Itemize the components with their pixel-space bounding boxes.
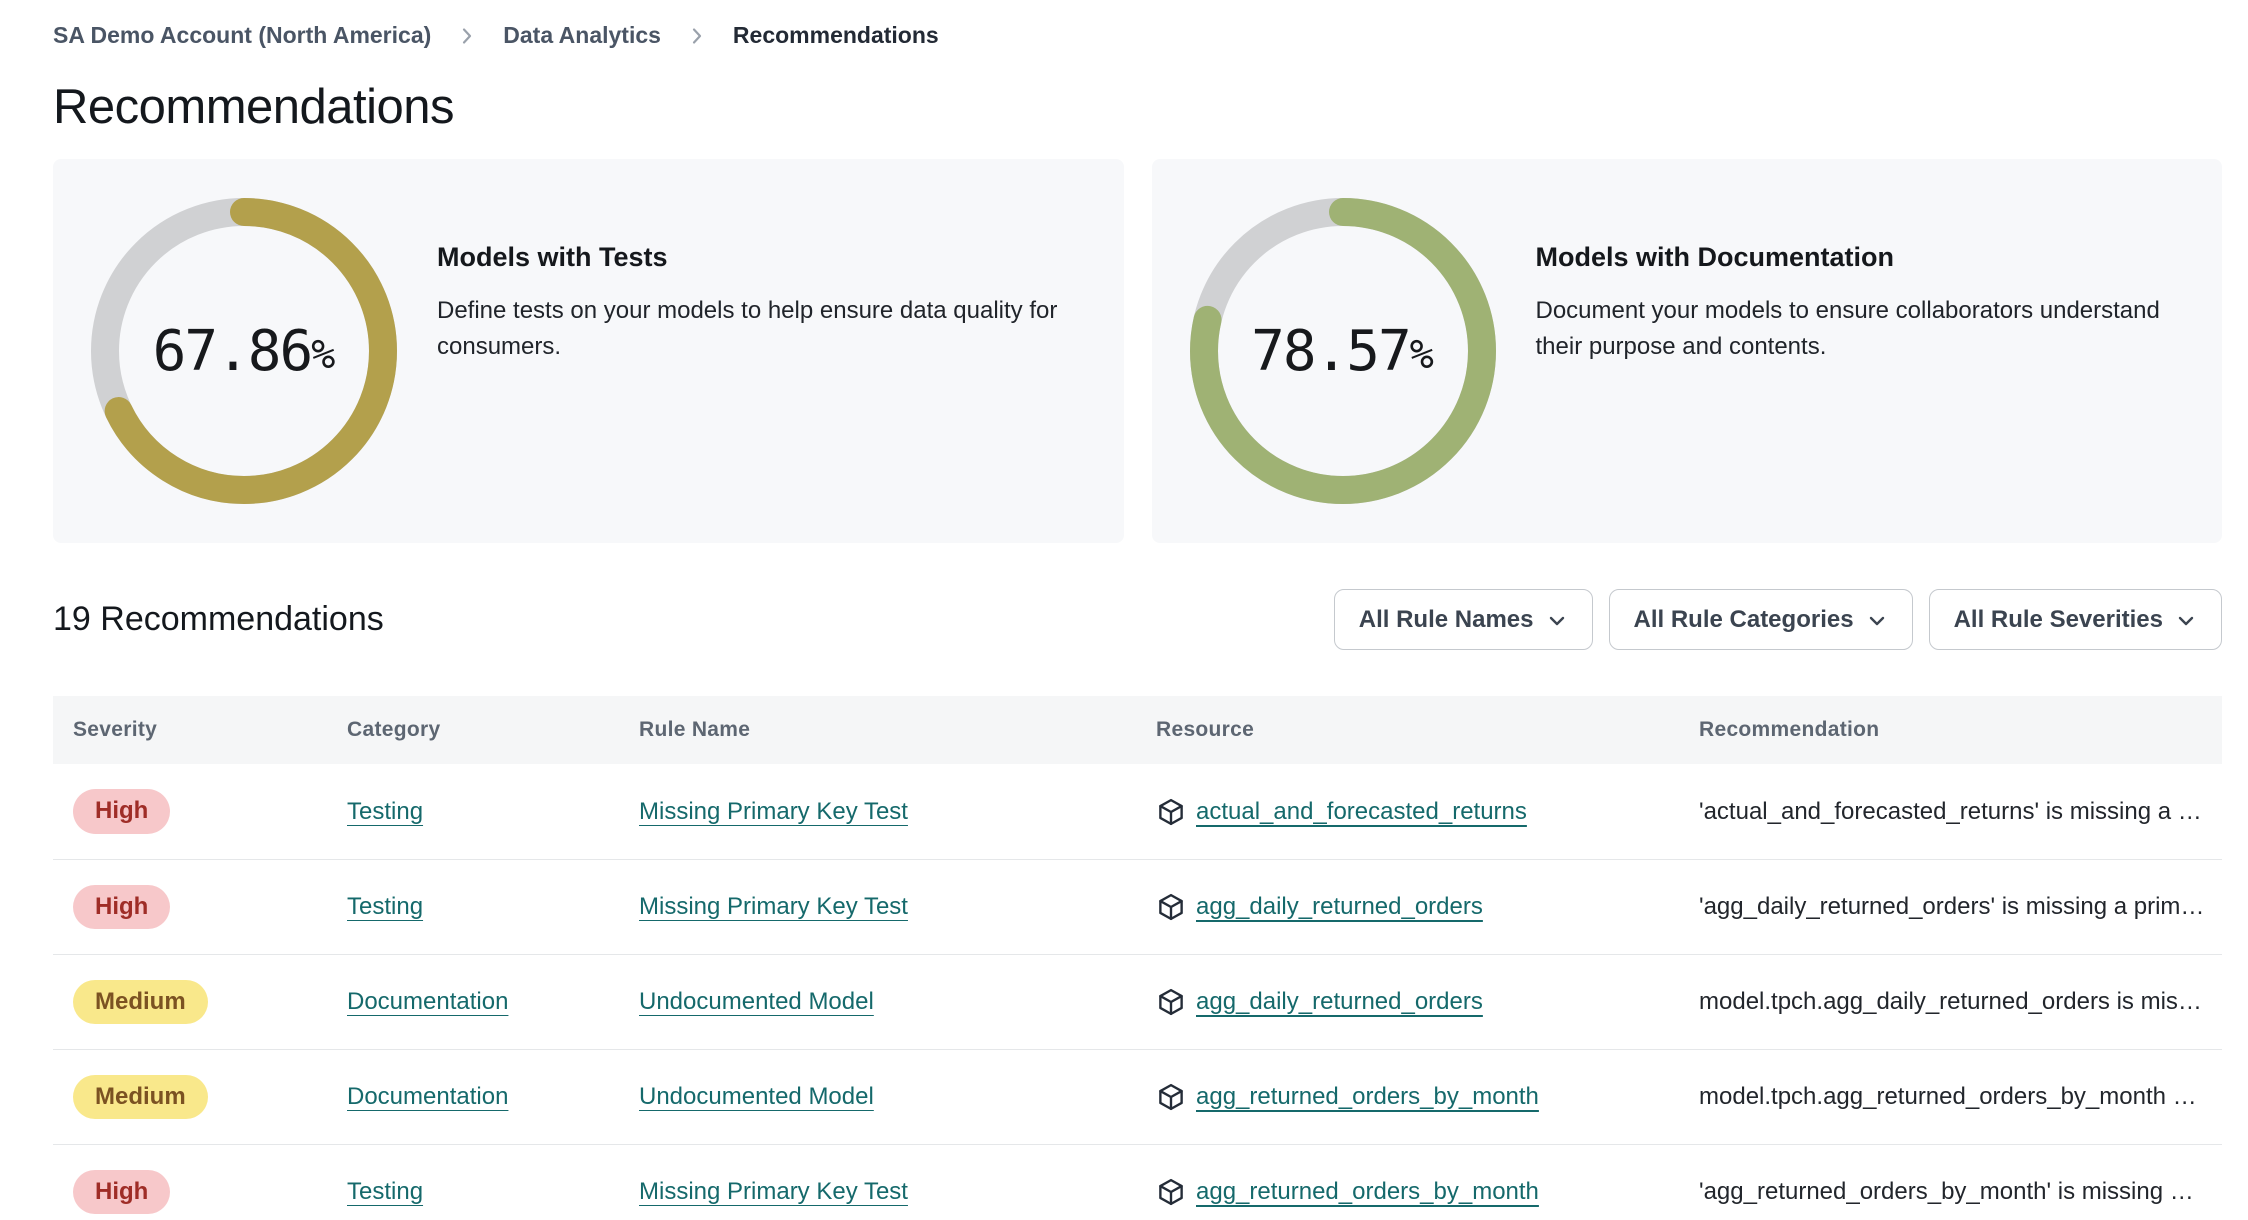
rule-severities-filter-dropdown[interactable]: All Rule Severities (1928, 589, 2222, 650)
documentation-donut-chart: 78.57% (1189, 198, 1496, 504)
breadcrumb-current: Recommendations (732, 22, 939, 48)
table-row: High Testing Missing Primary Key Test ag… (53, 1144, 2222, 1220)
chevron-down-icon (1869, 616, 1884, 625)
severity-badge: High (73, 884, 171, 930)
rule-name-link[interactable]: Missing Primary Key Test (639, 893, 908, 920)
breadcrumb-project-link[interactable]: Data Analytics (503, 22, 661, 48)
breadcrumb-account-link[interactable]: SA Demo Account (North America) (53, 22, 432, 48)
chevron-down-icon (1549, 616, 1564, 625)
page-title: Recommendations (53, 80, 455, 134)
models-with-documentation-card: 78.57% Models with Documentation Documen… (1151, 159, 2222, 543)
rule-categories-filter-label: All Rule Categories (1633, 605, 1854, 633)
metric-cards: 67.86% Models with Tests Define tests on… (53, 159, 2222, 543)
recommendation-text: 'agg_returned_orders_by_month' is missin… (1699, 1178, 2194, 1205)
table-row: Medium Documentation Undocumented Model … (53, 1049, 2222, 1144)
column-header-severity: Severity (73, 718, 158, 741)
recommendations-table: Severity Category Rule Name Resource Rec… (53, 696, 2222, 1220)
tests-card-title: Models with Tests (437, 241, 668, 272)
severity-badge: High (73, 1169, 171, 1215)
recommendation-text: model.tpch.agg_returned_orders_by_month … (1699, 1083, 2197, 1110)
severity-badge: Medium (73, 1074, 208, 1120)
rule-names-filter-dropdown[interactable]: All Rule Names (1333, 589, 1593, 650)
chevron-right-icon (455, 24, 479, 48)
column-header-recommendation: Recommendation (1699, 718, 1880, 741)
category-link[interactable]: Testing (347, 893, 424, 920)
resource-link[interactable]: agg_daily_returned_orders (1196, 988, 1483, 1015)
tests-percentage: 67.86% (152, 318, 336, 384)
rule-names-filter-label: All Rule Names (1358, 605, 1534, 633)
filter-bar: All Rule Names All Rule Categories All R… (1333, 589, 2222, 650)
category-link[interactable]: Testing (347, 1178, 424, 1205)
model-cube-icon (1156, 1177, 1186, 1207)
recommendation-text: 'actual_and_forecasted_returns' is missi… (1699, 797, 2202, 825)
documentation-card-description: Document your models to ensure collabora… (1535, 296, 2160, 360)
resource-link[interactable]: agg_returned_orders_by_month (1196, 1178, 1539, 1205)
severity-badge: Medium (73, 979, 208, 1025)
model-cube-icon (1156, 797, 1186, 827)
chevron-right-icon (685, 24, 709, 48)
resource-link[interactable]: actual_and_forecasted_returns (1196, 797, 1527, 825)
model-cube-icon (1156, 987, 1186, 1017)
recommendations-count-heading: 19 Recommendations (53, 600, 384, 638)
recommendation-text: model.tpch.agg_daily_returned_orders is … (1699, 988, 2202, 1015)
table-row: Medium Documentation Undocumented Model … (53, 954, 2222, 1049)
column-header-rule-name: Rule Name (639, 718, 751, 741)
model-cube-icon (1156, 1082, 1186, 1112)
rule-name-link[interactable]: Undocumented Model (639, 988, 874, 1015)
models-with-tests-card: 67.86% Models with Tests Define tests on… (53, 159, 1124, 543)
rule-name-link[interactable]: Undocumented Model (639, 1083, 874, 1110)
table-row: High Testing Missing Primary Key Test ag… (53, 859, 2222, 954)
category-link[interactable]: Documentation (347, 988, 509, 1015)
documentation-percentage: 78.57% (1251, 318, 1434, 384)
resource-link[interactable]: agg_returned_orders_by_month (1196, 1083, 1539, 1110)
tests-donut-chart: 67.86% (91, 198, 397, 504)
documentation-card-title: Models with Documentation (1535, 241, 1895, 272)
column-header-category: Category (347, 718, 441, 741)
rule-name-link[interactable]: Missing Primary Key Test (639, 1178, 908, 1205)
rule-categories-filter-dropdown[interactable]: All Rule Categories (1608, 589, 1913, 650)
rule-name-link[interactable]: Missing Primary Key Test (639, 797, 908, 825)
severity-badge: High (73, 789, 171, 834)
column-header-resource: Resource (1156, 718, 1255, 741)
resource-link[interactable]: agg_daily_returned_orders (1196, 893, 1483, 920)
table-row: High Testing Missing Primary Key Test ac… (53, 764, 2222, 859)
tests-card-description: Define tests on your models to help ensu… (437, 296, 1058, 360)
chevron-down-icon (2178, 616, 2194, 625)
rule-severities-filter-label: All Rule Severities (1953, 605, 2163, 633)
category-link[interactable]: Testing (347, 797, 424, 825)
table-header-row: Severity Category Rule Name Resource Rec… (53, 696, 2222, 764)
category-link[interactable]: Documentation (347, 1083, 509, 1110)
model-cube-icon (1156, 892, 1186, 922)
recommendation-text: 'agg_daily_returned_orders' is missing a… (1699, 893, 2205, 920)
breadcrumb: SA Demo Account (North America) Data Ana… (53, 22, 2222, 49)
